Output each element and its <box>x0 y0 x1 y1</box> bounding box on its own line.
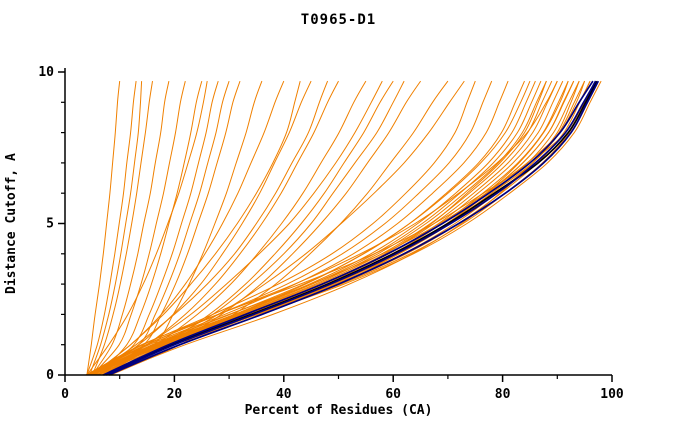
curve-orange <box>97 80 219 376</box>
curve-orange <box>92 80 553 376</box>
curve-orange <box>86 81 208 376</box>
curve-orange <box>92 80 230 376</box>
y-tick-label: 0 <box>46 368 54 383</box>
curve-navy <box>102 80 594 376</box>
curve-orange <box>92 80 329 376</box>
curve-orange <box>97 80 339 376</box>
curve-orange <box>89 80 558 376</box>
curve-orange <box>86 80 558 376</box>
curve-orange <box>89 80 564 376</box>
x-tick-label: 20 <box>167 387 183 402</box>
curve-orange <box>91 80 301 376</box>
curve-orange <box>97 80 241 376</box>
x-tick-label: 100 <box>600 387 624 402</box>
y-tick-label: 10 <box>38 65 54 80</box>
curve-orange <box>97 80 405 376</box>
x-axis-label: Percent of Residues (CA) <box>244 403 433 418</box>
curve-navy <box>105 80 597 376</box>
curve-orange <box>90 80 285 376</box>
x-tick-label: 40 <box>276 387 292 402</box>
curve-orange <box>86 80 509 376</box>
curve-orange <box>86 81 137 376</box>
curve-orange <box>104 80 394 376</box>
curve-orange <box>103 80 263 376</box>
curve-orange <box>91 81 170 376</box>
curve-orange <box>86 81 121 376</box>
chart-title: T0965-D1 <box>300 12 377 28</box>
x-tick-label: 60 <box>385 387 401 402</box>
x-tick-label: 80 <box>495 387 511 402</box>
curve-orange <box>103 80 465 376</box>
curve-orange <box>91 81 153 376</box>
curve-black <box>104 80 598 376</box>
curve-orange <box>89 81 143 376</box>
curve-navy <box>108 80 600 376</box>
curve-orange <box>100 80 367 376</box>
curve-orange <box>90 80 575 376</box>
curve-orange <box>91 80 186 376</box>
curve-orange <box>97 80 383 376</box>
curve-orange <box>85 80 476 376</box>
curve-orange <box>97 80 203 376</box>
y-tick-label: 5 <box>46 217 54 232</box>
x-tick-label: 0 <box>61 387 69 402</box>
curve-orange <box>88 80 542 376</box>
